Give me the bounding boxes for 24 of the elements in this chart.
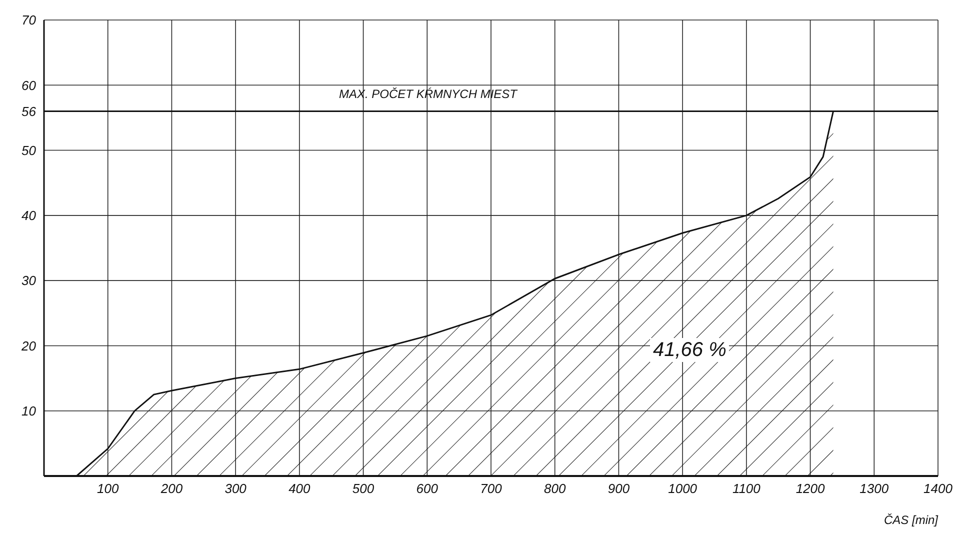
x-tick-label: 800 xyxy=(544,481,566,496)
y-tick-label: 70 xyxy=(22,12,37,28)
x-tick-label: 1100 xyxy=(732,481,762,496)
x-tick-label: 600 xyxy=(416,481,439,496)
x-tick-label: 400 xyxy=(288,481,312,496)
x-tick-label: 200 xyxy=(160,481,184,496)
x-tick-label: 700 xyxy=(480,481,503,496)
x-tick-label: 500 xyxy=(352,481,375,496)
x-tick-label: 1300 xyxy=(860,481,890,496)
y-tick-label: 20 xyxy=(20,338,37,354)
x-axis-title: ČAS [min] xyxy=(884,513,939,527)
x-tick-label: 1400 xyxy=(924,481,954,496)
x-tick-label: 1200 xyxy=(796,481,826,496)
x-tick-label: 900 xyxy=(608,481,630,496)
y-tick-label: 56 xyxy=(22,104,37,119)
x-tick-label: 300 xyxy=(224,481,248,496)
x-tick-label: 1000 xyxy=(668,481,698,496)
y-tick-label: 50 xyxy=(22,142,37,158)
annotation: 41,66 % xyxy=(650,338,730,362)
y-tick-label: 30 xyxy=(22,273,37,288)
y-tick-label: 10 xyxy=(22,403,37,418)
y-tick-label: 40 xyxy=(22,208,37,224)
y-tick-label: 60 xyxy=(22,78,37,93)
x-tick-label: 100 xyxy=(97,481,120,496)
